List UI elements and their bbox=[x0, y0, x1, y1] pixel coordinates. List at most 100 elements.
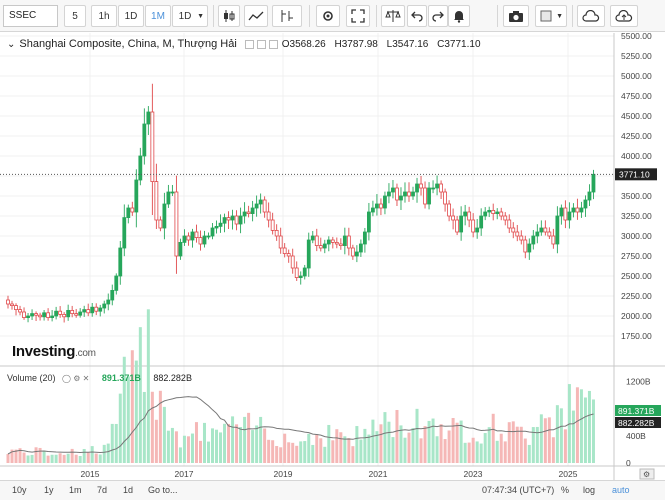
chevron-down-icon[interactable]: ⌄ bbox=[7, 38, 16, 50]
candle-body bbox=[475, 227, 480, 233]
candle-body bbox=[174, 191, 179, 257]
volume-bar bbox=[243, 416, 247, 463]
undo-button[interactable] bbox=[407, 5, 427, 27]
volume-bar bbox=[511, 421, 515, 463]
candle-body bbox=[362, 231, 367, 245]
volume-bar bbox=[42, 450, 46, 463]
interval-dropdown[interactable]: 1D ▼ bbox=[172, 5, 208, 27]
alert-button[interactable] bbox=[448, 5, 470, 27]
legend-settings-icon[interactable] bbox=[256, 39, 266, 49]
volume-bar bbox=[339, 432, 343, 463]
volume-bar bbox=[543, 418, 547, 463]
candle-body bbox=[310, 235, 315, 241]
volume-bar bbox=[154, 419, 158, 463]
volume-tick-label: 0 bbox=[626, 458, 631, 468]
price-tick-label: 1750.00 bbox=[621, 331, 652, 341]
auto-scale-button[interactable]: auto bbox=[612, 485, 630, 495]
price-tick-label: 2500.00 bbox=[621, 271, 652, 281]
settings-button[interactable] bbox=[316, 5, 340, 27]
price-tick-label: 5000.00 bbox=[621, 71, 652, 81]
cloud-load-button[interactable] bbox=[577, 5, 605, 27]
volume-bar bbox=[158, 390, 162, 463]
volume-bar bbox=[279, 447, 283, 463]
volume-bar bbox=[343, 436, 347, 463]
candle-body bbox=[218, 222, 223, 227]
candlestick-icon bbox=[224, 10, 235, 22]
volume-bar bbox=[102, 444, 106, 463]
volume-bar bbox=[287, 442, 291, 463]
range-1d-button[interactable]: 1d bbox=[123, 485, 134, 495]
volume-bar bbox=[579, 389, 583, 463]
chart-canvas[interactable]: 5500.00 5250.00 5000.00 4750.00 4500.00 4250.… bbox=[0, 33, 665, 480]
volume-bar bbox=[583, 397, 587, 463]
goto-date-button[interactable]: Go to... bbox=[148, 485, 178, 495]
volume-bar bbox=[591, 399, 595, 463]
legend-settings-icon[interactable] bbox=[244, 39, 254, 49]
volume-legend: Volume (20) ◯ ⚙ ✕ 891.371B 882.282B bbox=[7, 373, 192, 383]
interval-1m-button[interactable]: 1M bbox=[145, 5, 171, 27]
candle-body bbox=[543, 227, 548, 233]
volume-tick-label: 400B bbox=[626, 431, 646, 441]
candle-body bbox=[202, 235, 207, 245]
volume-bar bbox=[427, 420, 431, 463]
volume-bar bbox=[170, 427, 174, 463]
compare-button[interactable] bbox=[381, 5, 405, 27]
price-tick-label: 4500.00 bbox=[621, 111, 652, 121]
candle-type-button[interactable] bbox=[218, 5, 240, 27]
close-value: C3771.10 bbox=[437, 38, 481, 50]
volume-bar bbox=[415, 408, 419, 463]
volume-bar bbox=[371, 419, 375, 463]
interval-1d-button[interactable]: 1D bbox=[118, 5, 144, 27]
candle-body bbox=[487, 209, 492, 213]
snapshot-button[interactable] bbox=[503, 5, 529, 27]
candle-body bbox=[22, 311, 26, 318]
interval-5m-button[interactable]: 5 bbox=[64, 5, 86, 27]
candle-body bbox=[383, 195, 387, 209]
range-1y-button[interactable]: 1y bbox=[44, 485, 54, 495]
volume-bar bbox=[347, 438, 351, 463]
log-scale-button[interactable]: log bbox=[583, 485, 596, 495]
candle-body bbox=[130, 207, 135, 213]
fullscreen-button[interactable] bbox=[346, 5, 370, 27]
cloud-download-icon bbox=[582, 9, 600, 22]
layout-dropdown[interactable]: ▼ bbox=[535, 5, 567, 27]
legend-settings-icon[interactable] bbox=[268, 39, 278, 49]
line-chart-button[interactable] bbox=[244, 5, 268, 27]
candle-body bbox=[479, 215, 484, 229]
percent-scale-button[interactable]: % bbox=[561, 485, 570, 495]
fullscreen-icon bbox=[351, 9, 365, 23]
volume-value-2: 882.282B bbox=[153, 373, 192, 383]
volume-bar bbox=[267, 439, 271, 463]
volume-bar bbox=[38, 447, 42, 463]
indicators-button[interactable] bbox=[272, 5, 302, 27]
candle-body bbox=[399, 195, 403, 201]
range-1m-button[interactable]: 1m bbox=[69, 485, 82, 495]
candle-body bbox=[62, 313, 67, 318]
price-tick-label: 4250.00 bbox=[621, 131, 652, 141]
axis-settings-button[interactable]: ⚙ bbox=[639, 468, 655, 480]
volume-value-badge-1: 891.371B bbox=[618, 406, 655, 416]
candle-body bbox=[282, 247, 287, 254]
time-tick-label: 2025 bbox=[559, 469, 578, 479]
volume-bar bbox=[30, 454, 34, 463]
candle-body bbox=[326, 239, 331, 245]
redo-button[interactable] bbox=[428, 5, 448, 27]
volume-bar bbox=[487, 427, 491, 463]
volume-bar bbox=[399, 425, 403, 463]
volume-bar bbox=[126, 376, 130, 463]
volume-bar bbox=[255, 425, 259, 463]
volume-bar bbox=[535, 426, 539, 463]
range-10y-button[interactable]: 10y bbox=[12, 485, 27, 495]
volume-bar bbox=[383, 412, 387, 463]
volume-bar bbox=[503, 441, 507, 463]
interval-1h-button[interactable]: 1h bbox=[91, 5, 117, 27]
range-7d-button[interactable]: 7d bbox=[97, 485, 108, 495]
alert-bell-icon bbox=[454, 11, 464, 23]
cloud-save-button[interactable] bbox=[610, 5, 638, 27]
candle-body bbox=[250, 207, 255, 214]
ohlc-values: O3568.26 H3787.98 L3547.16 C3771.10 bbox=[282, 39, 487, 50]
chart-legend: ⌄ Shanghai Composite, China, M, Thượng H… bbox=[7, 37, 487, 51]
legend-settings-icon[interactable]: ◯ ⚙ ✕ bbox=[62, 374, 90, 383]
symbol-input[interactable]: SSEC bbox=[3, 5, 58, 27]
candle-body bbox=[371, 207, 375, 213]
